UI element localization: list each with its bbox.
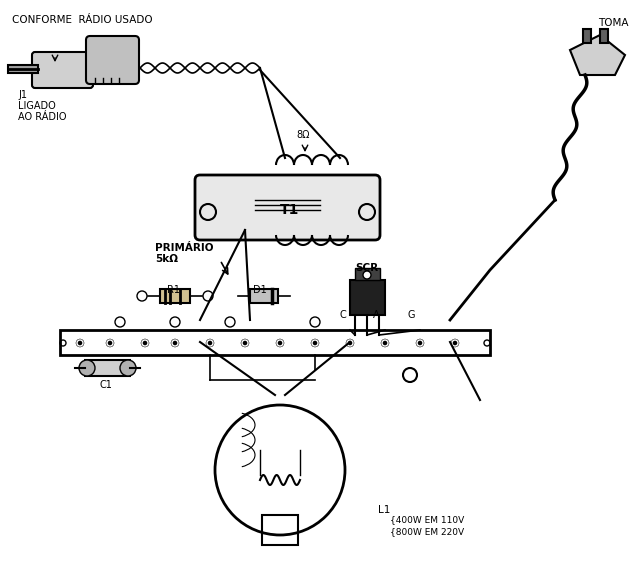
Ellipse shape <box>141 341 149 345</box>
Ellipse shape <box>76 341 84 345</box>
Ellipse shape <box>171 341 179 345</box>
Bar <box>600 29 608 43</box>
Ellipse shape <box>241 341 249 345</box>
Bar <box>60 330 490 355</box>
Circle shape <box>207 340 213 346</box>
Circle shape <box>452 340 458 346</box>
Text: J1: J1 <box>18 90 27 100</box>
Ellipse shape <box>277 340 283 346</box>
Text: SCR: SCR <box>355 263 378 273</box>
Circle shape <box>79 360 95 376</box>
Text: C1: C1 <box>100 380 113 390</box>
Text: {800W EM 220V: {800W EM 220V <box>390 527 464 536</box>
Ellipse shape <box>107 340 113 346</box>
Ellipse shape <box>452 340 458 346</box>
Text: TOMA: TOMA <box>598 18 628 28</box>
Ellipse shape <box>312 340 318 346</box>
Ellipse shape <box>381 341 389 345</box>
Bar <box>85 360 130 376</box>
Text: L1: L1 <box>378 505 390 515</box>
Text: A: A <box>373 310 380 320</box>
Text: {400W EM 110V: {400W EM 110V <box>390 515 464 524</box>
Text: T1: T1 <box>280 203 300 217</box>
Ellipse shape <box>278 339 282 347</box>
Ellipse shape <box>417 340 423 346</box>
Circle shape <box>347 340 353 346</box>
Ellipse shape <box>383 339 387 347</box>
Ellipse shape <box>172 340 178 346</box>
Text: 5kΩ: 5kΩ <box>155 254 178 264</box>
Ellipse shape <box>172 340 178 346</box>
Ellipse shape <box>142 340 148 346</box>
Ellipse shape <box>207 340 213 346</box>
Circle shape <box>382 340 388 346</box>
Ellipse shape <box>346 341 354 345</box>
Text: AO RÁDIO: AO RÁDIO <box>18 112 67 122</box>
Ellipse shape <box>143 339 147 347</box>
Circle shape <box>172 340 178 346</box>
Ellipse shape <box>312 340 318 346</box>
Ellipse shape <box>277 340 283 346</box>
Ellipse shape <box>142 340 148 346</box>
Circle shape <box>277 340 283 346</box>
Text: LIGADO: LIGADO <box>18 101 56 111</box>
Ellipse shape <box>382 340 388 346</box>
Ellipse shape <box>106 341 114 345</box>
Ellipse shape <box>453 339 457 347</box>
Ellipse shape <box>243 339 247 347</box>
Ellipse shape <box>452 340 458 346</box>
Ellipse shape <box>77 340 83 346</box>
Ellipse shape <box>208 339 212 347</box>
Ellipse shape <box>382 340 388 346</box>
Ellipse shape <box>107 340 113 346</box>
FancyBboxPatch shape <box>32 52 93 88</box>
Circle shape <box>312 340 318 346</box>
Ellipse shape <box>78 339 82 347</box>
Ellipse shape <box>417 340 423 346</box>
Ellipse shape <box>311 341 319 345</box>
Ellipse shape <box>416 341 424 345</box>
Ellipse shape <box>418 339 422 347</box>
Circle shape <box>77 340 83 346</box>
Ellipse shape <box>207 340 213 346</box>
Ellipse shape <box>108 339 112 347</box>
Ellipse shape <box>77 340 83 346</box>
Bar <box>355 268 380 280</box>
Bar <box>350 280 385 315</box>
Ellipse shape <box>242 340 248 346</box>
Bar <box>160 289 190 303</box>
Ellipse shape <box>206 341 214 345</box>
Text: R1: R1 <box>167 285 180 295</box>
Circle shape <box>142 340 148 346</box>
Circle shape <box>107 340 113 346</box>
Circle shape <box>363 271 371 279</box>
Polygon shape <box>570 35 625 75</box>
Text: 8Ω: 8Ω <box>296 130 310 140</box>
Ellipse shape <box>347 340 353 346</box>
Ellipse shape <box>347 340 353 346</box>
Circle shape <box>417 340 423 346</box>
Circle shape <box>120 360 136 376</box>
FancyBboxPatch shape <box>195 175 380 240</box>
Bar <box>250 289 278 303</box>
Text: CONFORME  RÁDIO USADO: CONFORME RÁDIO USADO <box>12 15 152 25</box>
Text: D1: D1 <box>253 285 267 295</box>
Ellipse shape <box>276 341 284 345</box>
Bar <box>583 29 591 43</box>
Bar <box>8 65 38 73</box>
Ellipse shape <box>348 339 352 347</box>
Ellipse shape <box>451 341 459 345</box>
Text: C: C <box>340 310 347 320</box>
Circle shape <box>242 340 248 346</box>
Text: PRIMÁRIO: PRIMÁRIO <box>155 243 214 253</box>
Ellipse shape <box>313 339 317 347</box>
Ellipse shape <box>173 339 177 347</box>
Ellipse shape <box>242 340 248 346</box>
Text: G: G <box>408 310 415 320</box>
FancyBboxPatch shape <box>86 36 139 84</box>
Bar <box>262 515 298 545</box>
